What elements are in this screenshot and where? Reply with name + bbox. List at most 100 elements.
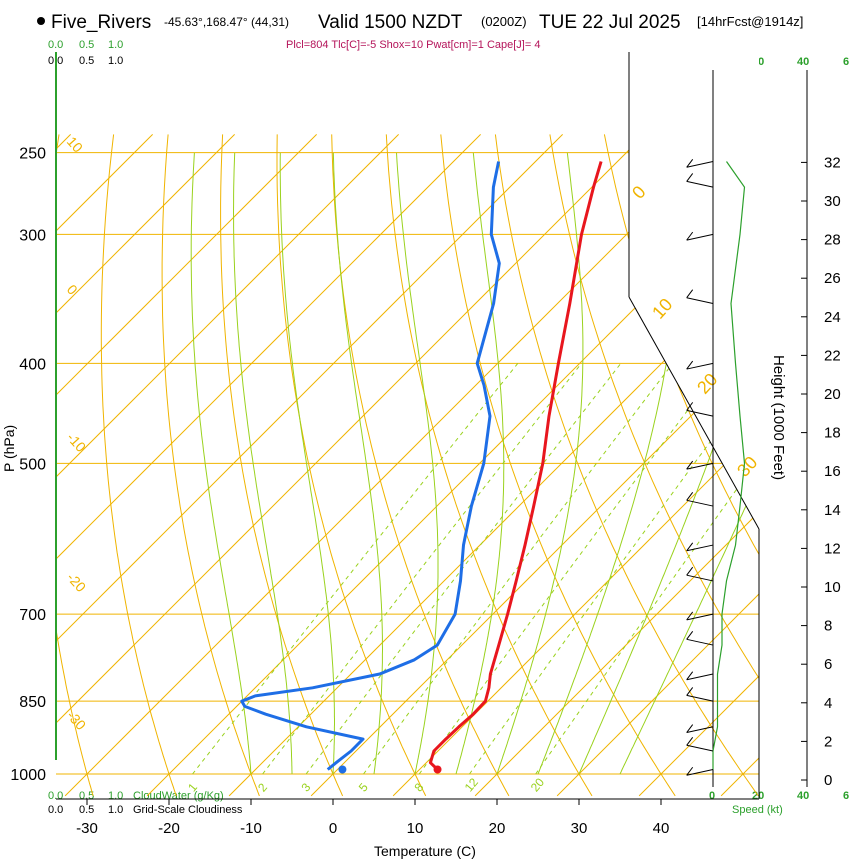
wind-barbs xyxy=(686,158,714,776)
wind-barb-255 xyxy=(686,161,714,168)
wind-barb-flag-500 xyxy=(686,460,694,470)
height-tick-label-6: 6 xyxy=(824,656,832,673)
wind-barb-950 xyxy=(686,744,714,752)
mixing-ratio-label-20: 20 xyxy=(528,775,548,794)
wind-barb-flag-950 xyxy=(686,736,694,746)
wind-barb-flag-990 xyxy=(686,766,694,776)
isotherm--80 xyxy=(56,134,317,396)
cloud-scale-bottom-0: 0.0 xyxy=(48,790,63,802)
surface-temperature-marker xyxy=(433,765,442,774)
valid-time: Valid 1500 NZDT xyxy=(318,12,463,33)
site-name: Five_Rivers xyxy=(51,12,151,33)
height-tick-label-28: 28 xyxy=(824,232,841,249)
speed-bottom-0: 0 xyxy=(709,790,715,802)
moist-adiabat-lines xyxy=(190,152,759,775)
mixing-ratio-1 xyxy=(192,362,519,775)
dry-adiabat--10 xyxy=(161,134,260,797)
cloud-scale-top-2: 1.0 xyxy=(108,39,123,51)
cloud-scale-top-black-2: 1.0 xyxy=(108,55,123,67)
isotherm--10 xyxy=(228,265,759,797)
height-tick-label-26: 26 xyxy=(824,270,841,287)
height-tick-label-22: 22 xyxy=(824,347,841,364)
cloud-scale-bottom-black-0: 0.0 xyxy=(48,804,63,816)
x-tick-label-0: 0 xyxy=(329,820,337,837)
mixing-ratio-lines xyxy=(192,362,759,775)
speed-scale: 0 20 40 6 0 20 40 6 Speed (kt) xyxy=(709,56,849,816)
x-tick-label--10: -10 xyxy=(240,820,262,837)
x-tick-label-20: 20 xyxy=(489,820,506,837)
mixing-ratio-label-2: 2 xyxy=(255,780,270,794)
wind-barb-650 xyxy=(686,574,714,582)
wind-barb-990 xyxy=(686,769,714,776)
wind-barb-flag-600 xyxy=(686,542,694,552)
p-tick-label-700: 700 xyxy=(19,607,46,624)
speed-top-2: 40 xyxy=(797,56,809,68)
isotherm-40 xyxy=(638,675,759,797)
speed-top-3: 6 xyxy=(843,56,849,68)
cloudiness-label: Grid-Scale Cloudiness xyxy=(133,804,243,816)
wind-barb-flag-270 xyxy=(686,173,694,182)
forecast-info: [14hrFcst@1914z] xyxy=(697,14,803,29)
isotherm--30 xyxy=(64,134,727,797)
cloud-scale-bottom-2: 1.0 xyxy=(108,790,123,802)
p-tick-label-500: 500 xyxy=(19,456,46,473)
dry-adiabat--20 xyxy=(100,134,177,797)
isotherm-label-2: -10 xyxy=(64,429,90,455)
cloud-scale-bottom: 0.0 0.5 1.0 CloudWater (g/Kg) 0.0 0.5 1.… xyxy=(48,790,243,816)
wind-barb-600 xyxy=(686,544,714,552)
wind-barb-flag-450 xyxy=(686,402,694,411)
dry-adiabat-10 xyxy=(276,134,427,797)
cloud-scale-top-0: 0.0 xyxy=(48,39,63,51)
height-axis-label: Height (1000 Feet) xyxy=(770,355,787,480)
x-tick-label--20: -20 xyxy=(158,820,180,837)
site-coords: -45.63°,168.47° (44,31) xyxy=(164,15,289,29)
wind-barb-550 xyxy=(686,499,714,507)
height-tick-label-10: 10 xyxy=(824,579,841,596)
panel-edge-diagonal xyxy=(628,296,760,530)
moist-adiabat--10 xyxy=(190,152,252,775)
moist-adiabat-10 xyxy=(396,152,439,775)
isotherm-0 xyxy=(310,347,759,797)
height-tick-label-4: 4 xyxy=(824,695,832,712)
x-tick-label-40: 40 xyxy=(653,820,670,837)
p-tick-label-850: 850 xyxy=(19,694,46,711)
p-tick-label-400: 400 xyxy=(19,356,46,373)
stability-indices: Plcl=804 Tlc[C]=-5 Shox=10 Pwat[cm]=1 Ca… xyxy=(286,39,540,51)
moist-adiabat--5 xyxy=(232,152,293,774)
wind-barb-450 xyxy=(686,409,714,417)
height-tick-label-30: 30 xyxy=(824,193,841,210)
moist-adiabat-20 xyxy=(496,152,584,775)
x-axis-label: Temperature (C) xyxy=(374,843,476,859)
wind-barb-flag-900 xyxy=(686,724,694,733)
utc-time: (0200Z) xyxy=(481,14,527,29)
wind-barb-900 xyxy=(686,726,714,734)
p-tick-label-250: 250 xyxy=(19,146,46,163)
cloud-scale-top: 0.0 0.5 1.0 0.0 0.5 1.0 xyxy=(48,39,123,67)
wind-barb-flag-800 xyxy=(686,671,694,681)
wind-speed-line xyxy=(712,161,746,770)
height-tick-label-24: 24 xyxy=(824,309,841,326)
isotherm--50 xyxy=(56,134,563,642)
dry-adiabat-20 xyxy=(331,134,510,797)
dry-adiabat-60 xyxy=(549,134,759,680)
mixing-ratio-2 xyxy=(262,362,582,775)
height-tick-label-2: 2 xyxy=(824,733,832,750)
cloud-scale-top-black-1: 0.5 xyxy=(79,55,94,67)
wind-barb-800 xyxy=(686,673,714,681)
dewpoint-trace xyxy=(240,161,501,771)
mixing-ratio-label-3: 3 xyxy=(298,780,313,794)
wind-barb-400 xyxy=(686,362,714,370)
height-tick-label-20: 20 xyxy=(824,386,841,403)
height-tick-label-8: 8 xyxy=(824,618,832,635)
isotherm-30 xyxy=(556,593,759,797)
cloud-scale-bottom-black-1: 0.5 xyxy=(79,804,94,816)
wind-barb-flag-700 xyxy=(686,611,694,621)
height-tick-label-14: 14 xyxy=(824,502,841,519)
x-axis-ticks: -30 -20 -10 0 10 20 30 40 xyxy=(76,799,669,837)
cloud-scale-bottom-black-2: 1.0 xyxy=(108,804,123,816)
mixing-ratio-12 xyxy=(469,374,759,775)
y-axis-label: P (hPa) xyxy=(1,425,17,472)
wind-barb-flag-350 xyxy=(686,289,694,299)
surface-dewpoint-marker xyxy=(338,765,347,774)
